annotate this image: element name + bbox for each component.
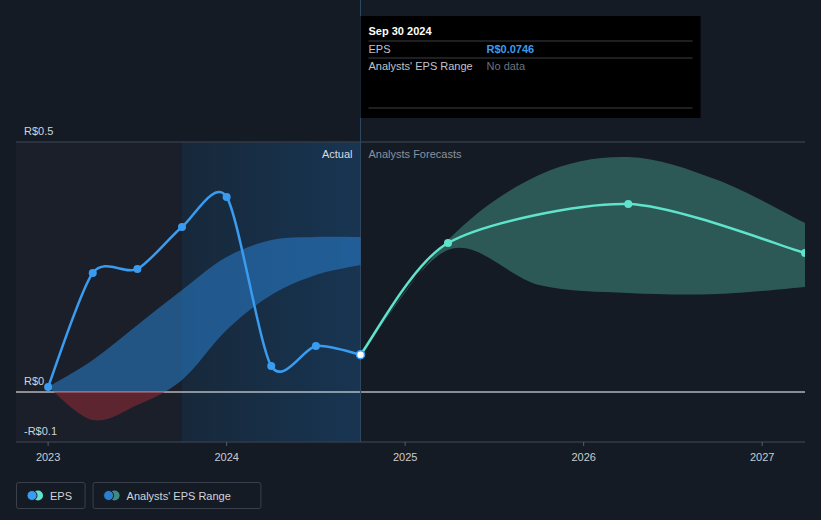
x-tick-label: 2025 xyxy=(393,451,417,463)
x-tick-label: 2024 xyxy=(214,451,238,463)
legend-item[interactable]: EPS xyxy=(17,483,86,509)
tooltip-box xyxy=(361,16,701,118)
x-tick xyxy=(48,442,49,446)
legend-box[interactable] xyxy=(17,483,86,509)
x-tick-label: 2026 xyxy=(571,451,595,463)
eps-forecast-line-marker xyxy=(801,249,805,257)
eps-line-marker xyxy=(133,265,141,273)
y-tick-label: R$0.5 xyxy=(24,125,53,137)
eps-line-marker xyxy=(44,383,52,391)
legend-swatch xyxy=(27,491,37,501)
eps-forecast-line-marker xyxy=(624,200,632,208)
eps-range-band xyxy=(48,237,360,392)
x-axis xyxy=(16,442,805,443)
eps-line-marker xyxy=(178,223,186,231)
tooltip-rule xyxy=(369,58,693,59)
grid-line xyxy=(16,442,805,443)
actual-label: Actual xyxy=(322,148,353,160)
plot-frame xyxy=(16,142,805,143)
tooltip-rule xyxy=(369,108,693,109)
forecast-label: Analysts Forecasts xyxy=(369,148,462,160)
eps-line-marker xyxy=(89,269,97,277)
x-tick xyxy=(762,442,763,446)
tooltip-label: Analysts' EPS Range xyxy=(369,60,473,72)
eps-line xyxy=(48,192,360,387)
chart: R$0.5 R$0 -R$0.1 2023 2024 2025 2026 2027 Actual… xyxy=(0,0,821,520)
tooltip-value: R$0.0746 xyxy=(487,43,535,55)
tooltip-label: EPS xyxy=(369,43,391,55)
eps-forecast-line xyxy=(361,204,805,355)
grid-line xyxy=(16,142,805,143)
legend-item[interactable]: Analysts' EPS Range xyxy=(93,483,261,509)
eps-forecast-line-marker xyxy=(444,239,452,247)
eps-range-band-negative xyxy=(48,392,360,420)
legend-label: Analysts' EPS Range xyxy=(127,490,231,502)
eps-line-marker xyxy=(223,193,231,201)
x-tick xyxy=(405,442,406,446)
x-tick xyxy=(583,442,584,446)
eps-line-marker xyxy=(312,342,320,350)
highlight-marker xyxy=(357,351,365,359)
tooltip-value: No data xyxy=(487,60,526,72)
plot-area xyxy=(44,157,805,421)
tooltip-rule xyxy=(369,41,693,42)
x-tick-label: 2023 xyxy=(36,451,60,463)
forecast-range-band xyxy=(361,157,805,355)
y-tick-label: -R$0.1 xyxy=(24,425,57,437)
legend-swatch xyxy=(104,491,114,501)
y-tick-label: R$0 xyxy=(24,375,44,387)
tooltip: Sep 30 2024 EPS R$0.0746 Analysts' EPS Rang… xyxy=(361,16,701,118)
tooltip-date: Sep 30 2024 xyxy=(369,25,433,37)
eps-line-marker xyxy=(267,362,275,370)
legend-label: EPS xyxy=(50,490,72,502)
eps-forecast-line-marker xyxy=(357,351,365,359)
eps-line-marker xyxy=(357,351,365,359)
legend-box[interactable] xyxy=(93,483,261,509)
x-tick-label: 2027 xyxy=(750,451,774,463)
x-tick xyxy=(226,442,227,446)
